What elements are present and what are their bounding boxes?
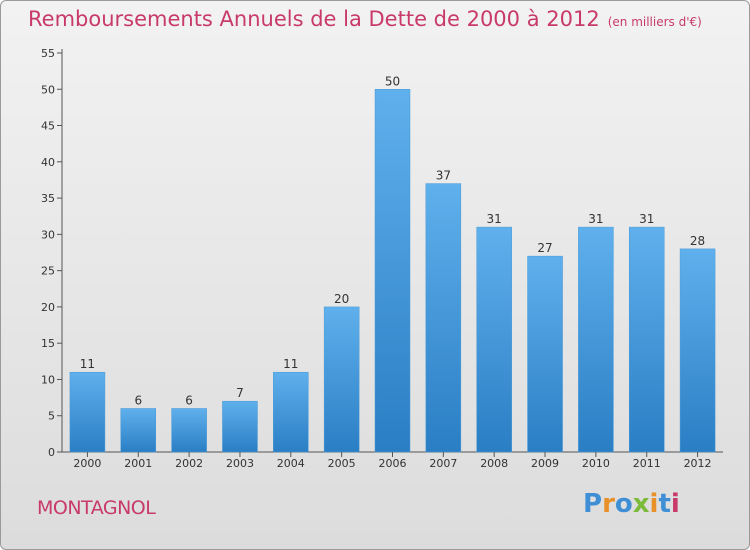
chart-subtitle: (en milliers d'€) (607, 15, 702, 29)
bar (69, 371, 106, 453)
logo-letter: i (670, 489, 680, 519)
bar (578, 226, 614, 453)
logo-letter: r (602, 489, 615, 519)
y-tick-label: 55 (41, 47, 55, 60)
x-tick-label: 2009 (531, 457, 559, 470)
data-label: 31 (487, 212, 502, 226)
logo-letter: o (614, 489, 633, 519)
x-tick-label: 2011 (633, 457, 661, 470)
x-tick-label: 2008 (480, 457, 508, 470)
x-tick-label: 2005 (328, 457, 356, 470)
x-tick-label: 2000 (73, 457, 101, 470)
y-tick-label: 40 (41, 156, 55, 169)
x-tick-label: 2006 (379, 457, 407, 470)
data-label: 27 (537, 241, 552, 255)
data-label: 11 (80, 357, 95, 371)
x-tick-label: 2002 (175, 457, 203, 470)
bar (323, 306, 360, 453)
x-tick-label: 2003 (226, 457, 254, 470)
bar (527, 255, 563, 453)
y-tick-label: 35 (41, 192, 55, 205)
logo-letter: i (649, 489, 659, 519)
bar (679, 248, 716, 453)
bar (374, 89, 411, 453)
chart-title: Remboursements Annuels de la Dette de 20… (28, 7, 702, 31)
bar (171, 408, 207, 453)
data-label: 28 (690, 234, 705, 248)
data-label: 37 (436, 169, 451, 183)
proxiti-logo: Proxiti (583, 489, 680, 519)
data-label: 50 (385, 74, 400, 88)
data-label: 31 (588, 212, 603, 226)
x-tick-label: 2004 (277, 457, 305, 470)
data-label: 11 (283, 357, 298, 371)
x-tick-label: 2010 (582, 457, 610, 470)
title-text: Remboursements Annuels de la Dette de 20… (28, 7, 600, 31)
x-tick-label: 2007 (429, 457, 457, 470)
data-label: 6 (185, 393, 193, 407)
logo-letter: P (583, 489, 603, 519)
data-label: 31 (639, 212, 654, 226)
y-tick-label: 30 (41, 228, 55, 241)
x-tick-label: 2001 (124, 457, 152, 470)
y-tick-label: 15 (41, 337, 55, 350)
y-tick-label: 45 (41, 120, 55, 133)
logo-letter: t (658, 489, 671, 519)
y-tick-label: 10 (41, 373, 55, 386)
y-tick-label: 20 (41, 301, 55, 314)
y-tick-label: 5 (48, 410, 55, 423)
data-label: 20 (334, 292, 349, 306)
logo-letter: x (632, 489, 650, 519)
bar (425, 183, 462, 453)
bar (476, 226, 512, 453)
bar (628, 226, 665, 453)
bar (222, 400, 258, 453)
x-tick-label: 2012 (684, 457, 712, 470)
y-tick-label: 0 (48, 446, 55, 459)
commune-name: MONTAGNOL (37, 497, 156, 519)
data-label: 6 (134, 393, 142, 407)
bar (273, 371, 309, 453)
data-label: 7 (236, 386, 244, 400)
bar (120, 408, 157, 453)
y-tick-label: 25 (41, 265, 55, 278)
y-tick-label: 50 (41, 83, 55, 96)
